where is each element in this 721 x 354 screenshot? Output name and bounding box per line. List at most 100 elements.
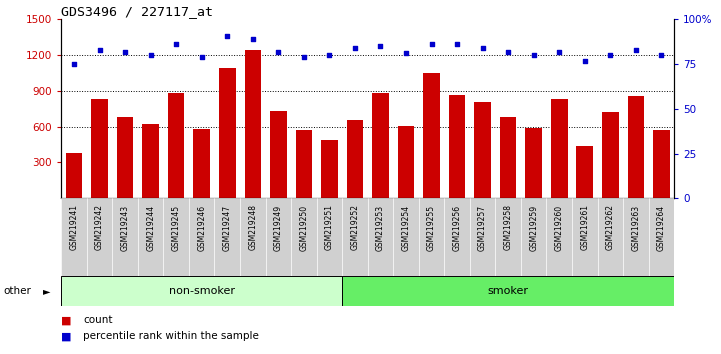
Text: GSM219263: GSM219263: [632, 205, 640, 251]
Bar: [602, 113, 619, 198]
Bar: [577, 146, 593, 198]
Point: [298, 54, 309, 60]
Text: GSM219261: GSM219261: [580, 205, 589, 251]
Text: non-smoker: non-smoker: [169, 286, 235, 296]
Text: GSM219251: GSM219251: [325, 205, 334, 251]
Bar: [142, 124, 159, 198]
Text: GSM219258: GSM219258: [504, 205, 513, 251]
Text: GSM219254: GSM219254: [402, 205, 410, 251]
Bar: [653, 130, 670, 198]
Text: GSM219255: GSM219255: [427, 205, 436, 251]
Bar: [342, 276, 674, 306]
Point: [655, 52, 667, 58]
Bar: [240, 198, 265, 276]
Text: GDS3496 / 227117_at: GDS3496 / 227117_at: [61, 5, 213, 18]
Text: GSM219260: GSM219260: [554, 205, 564, 251]
Bar: [317, 198, 342, 276]
Text: GSM219256: GSM219256: [453, 205, 461, 251]
Point: [145, 52, 156, 58]
Bar: [423, 73, 440, 198]
Text: GSM219246: GSM219246: [198, 205, 206, 251]
Bar: [61, 198, 87, 276]
Bar: [627, 96, 644, 198]
Bar: [296, 130, 312, 198]
Point: [604, 52, 616, 58]
Point: [579, 58, 590, 63]
Bar: [598, 198, 623, 276]
Text: GSM219262: GSM219262: [606, 205, 615, 251]
Bar: [117, 117, 133, 198]
Bar: [215, 198, 240, 276]
Bar: [526, 128, 542, 198]
Bar: [368, 198, 393, 276]
Bar: [270, 111, 287, 198]
Bar: [444, 198, 470, 276]
Bar: [474, 102, 491, 198]
Text: GSM219259: GSM219259: [529, 205, 538, 251]
Point: [94, 47, 105, 53]
Bar: [521, 198, 547, 276]
Text: GSM219249: GSM219249: [274, 205, 283, 251]
Bar: [219, 68, 236, 198]
Text: count: count: [83, 315, 112, 325]
Point: [221, 33, 233, 38]
Bar: [291, 198, 317, 276]
Point: [120, 49, 131, 55]
Bar: [112, 198, 138, 276]
Bar: [92, 99, 108, 198]
Text: GSM219245: GSM219245: [172, 205, 181, 251]
Text: GSM219242: GSM219242: [95, 205, 104, 251]
Bar: [649, 198, 674, 276]
Point: [528, 52, 539, 58]
Bar: [551, 99, 567, 198]
Bar: [265, 198, 291, 276]
Bar: [61, 276, 342, 306]
Text: smoker: smoker: [487, 286, 528, 296]
Point: [170, 42, 182, 47]
Bar: [393, 198, 419, 276]
Bar: [66, 153, 82, 198]
Text: percentile rank within the sample: percentile rank within the sample: [83, 331, 259, 341]
Bar: [138, 198, 164, 276]
Bar: [372, 93, 389, 198]
Bar: [87, 198, 112, 276]
Point: [477, 45, 488, 51]
Bar: [495, 198, 521, 276]
Point: [375, 44, 386, 49]
Bar: [623, 198, 649, 276]
Point: [273, 49, 284, 55]
Bar: [398, 126, 415, 198]
Text: ■: ■: [61, 331, 72, 341]
Bar: [347, 120, 363, 198]
Bar: [470, 198, 495, 276]
Bar: [193, 129, 210, 198]
Point: [426, 42, 438, 47]
Point: [630, 47, 642, 53]
Text: GSM219257: GSM219257: [478, 205, 487, 251]
Bar: [572, 198, 598, 276]
Bar: [500, 117, 516, 198]
Point: [247, 36, 259, 42]
Text: other: other: [4, 286, 32, 296]
Text: GSM219248: GSM219248: [248, 205, 257, 251]
Point: [324, 52, 335, 58]
Text: GSM219244: GSM219244: [146, 205, 155, 251]
Point: [503, 49, 514, 55]
Text: GSM219252: GSM219252: [350, 205, 360, 251]
Text: GSM219264: GSM219264: [657, 205, 666, 251]
Text: GSM219241: GSM219241: [69, 205, 79, 251]
Bar: [342, 198, 368, 276]
Bar: [448, 95, 465, 198]
Text: ►: ►: [43, 286, 50, 296]
Text: GSM219243: GSM219243: [120, 205, 130, 251]
Bar: [189, 198, 215, 276]
Text: ■: ■: [61, 315, 72, 325]
Text: GSM219250: GSM219250: [299, 205, 309, 251]
Text: GSM219253: GSM219253: [376, 205, 385, 251]
Text: GSM219247: GSM219247: [223, 205, 231, 251]
Point: [451, 42, 463, 47]
Point: [554, 49, 565, 55]
Point: [196, 54, 208, 60]
Point: [68, 61, 80, 67]
Point: [400, 51, 412, 56]
